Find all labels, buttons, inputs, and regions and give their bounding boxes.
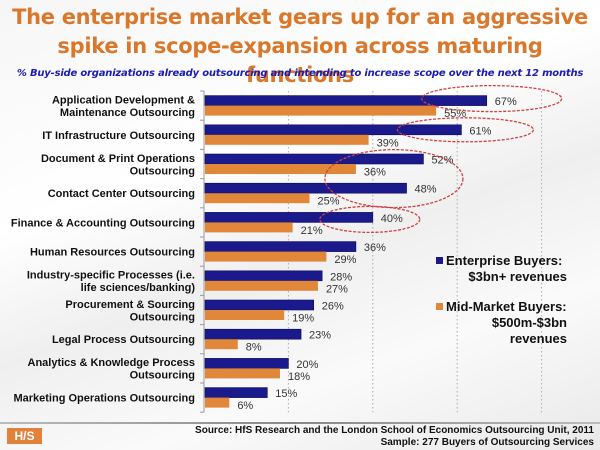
midmarket-bar bbox=[205, 280, 318, 291]
category-label-line: Finance & Accounting Outsourcing bbox=[11, 217, 195, 229]
sample-line: Sample: 277 Buyers of Outsourcing Servic… bbox=[380, 437, 594, 448]
highlight-ellipse bbox=[319, 205, 421, 234]
footer-divider bbox=[0, 422, 600, 424]
enterprise-bar bbox=[204, 387, 268, 398]
hfs-logo: H/S bbox=[7, 428, 42, 444]
category-label: Contact Center Outsourcing bbox=[48, 188, 195, 200]
midmarket-value-label: 8% bbox=[246, 342, 262, 354]
category-label: IT Infrastructure Outsourcing bbox=[42, 130, 195, 142]
enterprise-bar bbox=[204, 182, 407, 194]
midmarket-bar bbox=[205, 339, 238, 350]
midmarket-bar bbox=[205, 193, 310, 204]
enterprise-value-label: 61% bbox=[469, 125, 491, 137]
midmarket-value-label: 36% bbox=[364, 167, 386, 179]
midmarket-value-label: 25% bbox=[318, 196, 340, 208]
highlight-ellipse bbox=[396, 117, 535, 143]
category-label-line: life sciences/banking) bbox=[81, 282, 196, 294]
legend-label: $3bn+ revenues bbox=[468, 269, 567, 284]
enterprise-value-label: 36% bbox=[364, 242, 386, 254]
highlight-ellipse bbox=[421, 84, 563, 113]
category-label-line: Outsourcing bbox=[130, 165, 195, 177]
legend-swatch-enterprise bbox=[436, 257, 443, 264]
enterprise-bar bbox=[204, 358, 289, 369]
enterprise-value-label: 40% bbox=[381, 213, 403, 225]
midmarket-bar bbox=[205, 222, 293, 233]
enterprise-bar bbox=[204, 328, 302, 340]
enterprise-value-label: 23% bbox=[309, 330, 331, 342]
legend-label: $500m-$3bn bbox=[492, 315, 567, 330]
midmarket-bar bbox=[205, 164, 356, 174]
midmarket-bar bbox=[205, 397, 230, 408]
chart-title: The enterprise market gears up for an ag… bbox=[0, 3, 600, 90]
category-label-line: Marketing Operations Outsourcing bbox=[13, 393, 195, 405]
midmarket-bar bbox=[205, 105, 437, 116]
legend-label: Mid-Market Buyers: bbox=[446, 299, 567, 314]
category-label-line: Maintenance Outsourcing bbox=[60, 107, 195, 119]
category-label-line: Outsourcing bbox=[130, 311, 195, 323]
enterprise-value-label: 26% bbox=[322, 301, 344, 313]
midmarket-bar bbox=[205, 310, 285, 320]
category-labels: Application Development & Maintenance Out… bbox=[11, 94, 195, 404]
chart-title-line-2: spike in scope-expansion across maturing… bbox=[57, 34, 543, 87]
category-label-line: Outsourcing bbox=[130, 370, 195, 382]
midmarket-value-label: 6% bbox=[237, 400, 253, 412]
midmarket-value-label: 27% bbox=[326, 283, 348, 295]
midmarket-value-label: 55% bbox=[444, 108, 466, 120]
legend-label: revenues bbox=[510, 331, 567, 346]
category-label-line: Document & Print Operations bbox=[41, 153, 195, 165]
category-label: Document & Print Operations Outsourcing bbox=[41, 153, 195, 178]
midmarket-value-label: 21% bbox=[301, 225, 323, 237]
category-label-line: IT Infrastructure Outsourcing bbox=[42, 130, 195, 142]
source-note: Source: HfS Research and the London Scho… bbox=[195, 425, 594, 449]
category-label: Analytics & Knowledge Process Outsourcing bbox=[28, 357, 196, 382]
enterprise-value-label: 48% bbox=[415, 184, 437, 196]
highlight-ellipse bbox=[324, 148, 464, 209]
enterprise-bar bbox=[204, 241, 357, 252]
category-label-line: Analytics & Knowledge Process bbox=[28, 357, 196, 369]
highlight-ellipses bbox=[319, 84, 563, 234]
category-label: Industry-specific Processes (i.e. life sc… bbox=[27, 270, 195, 295]
category-label-line: Procurement & Sourcing bbox=[65, 299, 195, 311]
midmarket-value-label: 39% bbox=[377, 137, 399, 149]
y-axis bbox=[200, 90, 205, 413]
enterprise-value-label: 52% bbox=[431, 155, 453, 167]
chart-title-line-1: The enterprise market gears up for an ag… bbox=[12, 5, 588, 29]
category-label-line: Industry-specific Processes (i.e. bbox=[27, 270, 195, 282]
category-label: Human Resources Outsourcing bbox=[30, 247, 195, 259]
legend-label: Enterprise Buyers: bbox=[446, 253, 562, 268]
midmarket-bar bbox=[205, 251, 327, 262]
category-label: Marketing Operations Outsourcing bbox=[13, 393, 195, 405]
bars bbox=[204, 95, 488, 408]
enterprise-bar bbox=[204, 124, 462, 136]
midmarket-value-label: 29% bbox=[334, 254, 356, 266]
category-label: Procurement & Sourcing Outsourcing bbox=[65, 299, 195, 324]
enterprise-value-label: 15% bbox=[275, 388, 297, 400]
enterprise-bar bbox=[204, 299, 315, 311]
enterprise-bar bbox=[204, 95, 488, 106]
midmarket-value-label: 19% bbox=[292, 313, 314, 325]
enterprise-bar bbox=[204, 212, 374, 223]
category-label: Application Development & Maintenance Out… bbox=[52, 94, 195, 119]
category-label-line: Human Resources Outsourcing bbox=[30, 247, 195, 259]
source-line: Source: HfS Research and the London Scho… bbox=[195, 425, 594, 436]
chart-subtitle: % Buy-side organizations already outsour… bbox=[16, 68, 584, 79]
midmarket-bar bbox=[205, 368, 280, 379]
enterprise-value-label: 28% bbox=[330, 271, 352, 283]
enterprise-value-label: 67% bbox=[495, 96, 517, 108]
value-labels: 67%55%61%39%52%36%48%25%40%21%36%29%28%2… bbox=[237, 96, 517, 412]
category-label-line: Legal Process Outsourcing bbox=[52, 334, 195, 346]
category-label: Finance & Accounting Outsourcing bbox=[11, 217, 195, 229]
legend-swatch-midmarket bbox=[436, 303, 443, 310]
legend: Enterprise Buyers:$3bn+ revenues Mid-Mark… bbox=[436, 253, 567, 346]
midmarket-value-label: 18% bbox=[288, 371, 310, 383]
enterprise-value-label: 20% bbox=[296, 359, 318, 371]
category-label-line: Application Development & bbox=[52, 94, 195, 106]
category-label: Legal Process Outsourcing bbox=[52, 334, 195, 346]
category-label-line: Contact Center Outsourcing bbox=[48, 188, 195, 200]
enterprise-bar bbox=[204, 270, 323, 282]
enterprise-bar bbox=[204, 153, 424, 165]
midmarket-bar bbox=[205, 134, 369, 145]
